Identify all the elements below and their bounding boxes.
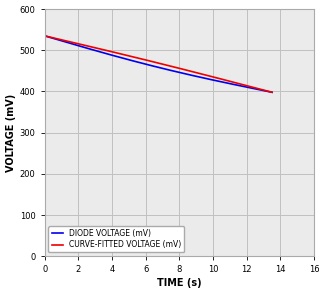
DIODE VOLTAGE (mV): [229, 82, 233, 86]
DIODE VOLTAGE (mV): [270, 91, 274, 94]
DIODE VOLTAGE (mV): [265, 89, 268, 93]
DIODE VOLTAGE (mV): [43, 34, 46, 38]
CURVE-FITTED VOLTAGE (mV): [265, 89, 268, 93]
CURVE-FITTED VOLTAGE (mV): [152, 60, 156, 64]
CURVE-FITTED VOLTAGE (mV): [43, 34, 46, 38]
CURVE-FITTED VOLTAGE (mV): [229, 80, 233, 83]
Line: CURVE-FITTED VOLTAGE (mV): CURVE-FITTED VOLTAGE (mV): [45, 36, 272, 92]
DIODE VOLTAGE (mV): [151, 64, 155, 68]
DIODE VOLTAGE (mV): [178, 71, 182, 74]
Y-axis label: VOLTAGE (mV): VOLTAGE (mV): [6, 93, 16, 172]
CURVE-FITTED VOLTAGE (mV): [270, 91, 274, 94]
CURVE-FITTED VOLTAGE (mV): [178, 67, 182, 70]
X-axis label: TIME (s): TIME (s): [157, 278, 202, 288]
Line: DIODE VOLTAGE (mV): DIODE VOLTAGE (mV): [45, 36, 272, 92]
Legend: DIODE VOLTAGE (mV), CURVE-FITTED VOLTAGE (mV): DIODE VOLTAGE (mV), CURVE-FITTED VOLTAGE…: [48, 226, 184, 253]
DIODE VOLTAGE (mV): [152, 64, 156, 68]
DIODE VOLTAGE (mV): [166, 68, 170, 71]
CURVE-FITTED VOLTAGE (mV): [166, 64, 170, 67]
CURVE-FITTED VOLTAGE (mV): [151, 60, 155, 64]
